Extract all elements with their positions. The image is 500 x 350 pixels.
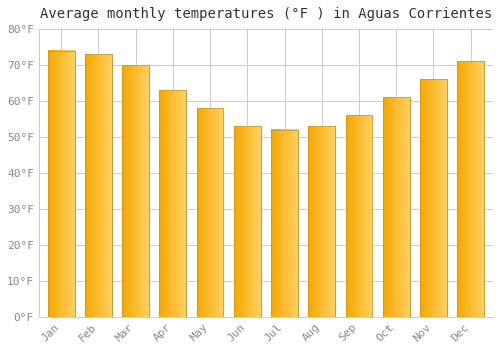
Bar bbox=[383, 97, 409, 317]
Bar bbox=[420, 79, 447, 317]
Bar bbox=[383, 97, 409, 317]
Bar bbox=[458, 62, 484, 317]
Bar bbox=[160, 90, 186, 317]
Bar bbox=[458, 62, 484, 317]
Bar bbox=[271, 130, 298, 317]
Bar bbox=[122, 65, 149, 317]
Title: Average monthly temperatures (°F ) in Aguas Corrientes: Average monthly temperatures (°F ) in Ag… bbox=[40, 7, 492, 21]
Bar bbox=[196, 108, 224, 317]
Bar bbox=[122, 65, 149, 317]
Bar bbox=[48, 51, 74, 317]
Bar bbox=[308, 126, 335, 317]
Bar bbox=[48, 51, 74, 317]
Bar bbox=[420, 79, 447, 317]
Bar bbox=[85, 54, 112, 317]
Bar bbox=[85, 54, 112, 317]
Bar bbox=[346, 116, 372, 317]
Bar bbox=[346, 116, 372, 317]
Bar bbox=[308, 126, 335, 317]
Bar bbox=[271, 130, 298, 317]
Bar bbox=[234, 126, 260, 317]
Bar bbox=[196, 108, 224, 317]
Bar bbox=[160, 90, 186, 317]
Bar bbox=[234, 126, 260, 317]
